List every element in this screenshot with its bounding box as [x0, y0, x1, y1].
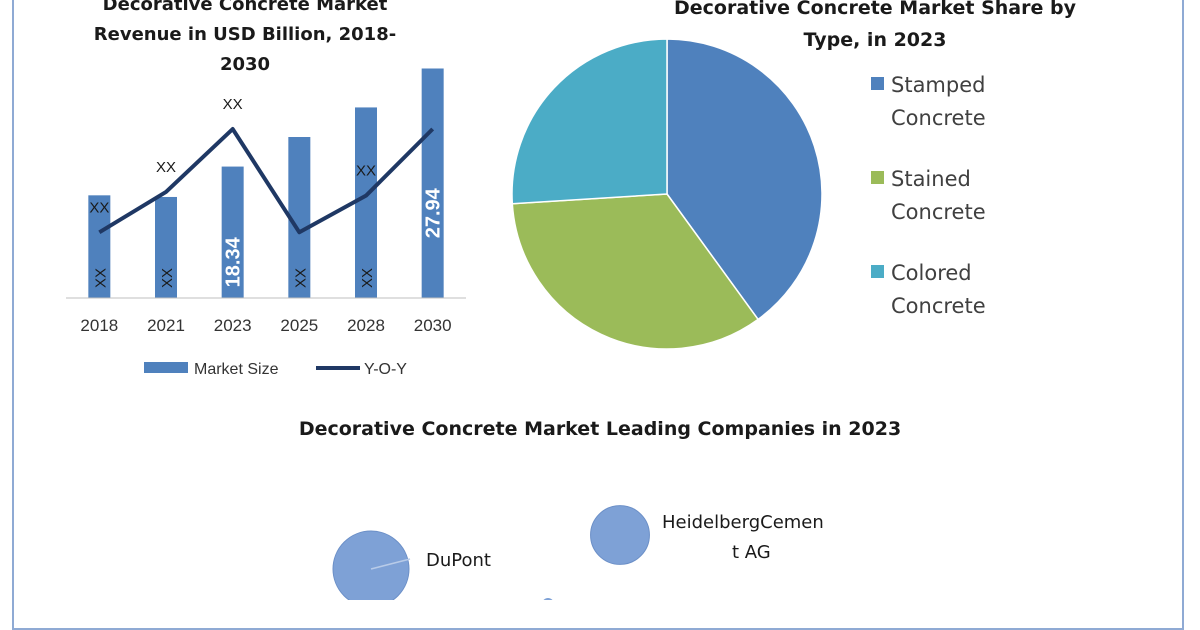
bar-market-size — [288, 137, 311, 298]
company-label: HeidelbergCemen — [662, 512, 824, 533]
bar-market-size — [155, 196, 177, 298]
pie-legend-label: Colored — [891, 261, 972, 285]
line-data-label: XX — [223, 96, 243, 113]
bar-data-label: XX — [292, 268, 309, 288]
bar-data-label: 27.94 — [423, 187, 445, 238]
bar-chart-title: Decorative Concrete Market Revenue in US… — [93, 0, 397, 75]
pie-slice — [666, 38, 823, 321]
legend-swatch-market-size — [144, 362, 188, 373]
x-tick-label: 2028 — [347, 316, 385, 335]
pie-legend-swatch — [871, 265, 884, 278]
pie-legend-swatch — [871, 77, 884, 90]
bar-market-size — [421, 68, 444, 298]
chart-canvas: XX 2018 XX 2021 18.34 2023 XX 2025 XX 2028 27.94 20… — [66, 38, 986, 600]
pie-legend-label: Concrete — [891, 294, 986, 318]
pie-legend-label: Stamped — [891, 73, 985, 97]
pie-slice — [511, 193, 760, 350]
bar-data-label: XX — [159, 268, 176, 288]
series-line-yoy — [98, 127, 435, 235]
bar-market-size — [355, 107, 377, 298]
pie-slice — [511, 38, 668, 205]
companies-chart-title: Decorative Concrete Market Leading Compa… — [298, 418, 902, 440]
x-tick-label: 2023 — [214, 316, 252, 335]
x-tick-label: 2025 — [280, 316, 318, 335]
bar-data-label: XX — [92, 268, 109, 288]
pie-chart-title: Decorative Concrete Market Share by Type… — [674, 0, 1076, 51]
legend-label-yoy: Y-O-Y — [364, 361, 407, 378]
company-bubble — [332, 530, 410, 600]
pie-legend-label: Concrete — [891, 106, 986, 130]
x-tick-label: 2030 — [414, 316, 452, 335]
line-data-label: XX — [356, 163, 376, 180]
bubble-leader-line — [370, 558, 411, 570]
pie-legend-label: Concrete — [891, 200, 986, 224]
bar-data-label: 18.34 — [223, 236, 245, 287]
bar-market-size — [221, 166, 244, 298]
line-data-label: XX — [89, 199, 109, 216]
company-label: t AG — [732, 542, 771, 563]
company-label: DuPont — [426, 550, 491, 571]
pie-legend-label: Stained — [891, 167, 971, 191]
bar-market-size — [88, 195, 111, 298]
pie-legend-swatch — [871, 171, 884, 184]
line-data-label: XX — [156, 159, 176, 176]
x-tick-label: 2021 — [147, 316, 185, 335]
x-tick-label: 2018 — [80, 316, 118, 335]
company-bubble — [590, 505, 650, 565]
bar-data-label: XX — [359, 268, 376, 288]
legend-label-market-size: Market Size — [194, 361, 279, 378]
